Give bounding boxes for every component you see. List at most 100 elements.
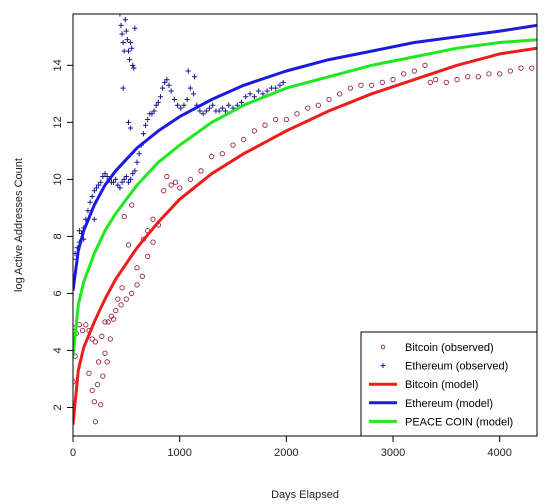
- bitcoin-observed-point-47: [401, 71, 407, 77]
- ethereum-observed-point-76: [277, 82, 283, 88]
- bitcoin-observed-point-42: [347, 85, 353, 91]
- bitcoin-observed-point-13: [113, 307, 119, 314]
- ethereum-observed-point-51: [184, 96, 190, 103]
- bitcoin-observed-point-14: [118, 302, 124, 308]
- bitcoin-observed-point-44: [369, 82, 375, 88]
- series-line-2: [73, 46, 537, 425]
- ethereum-observed-point-46: [168, 88, 174, 94]
- bitcoin-observed-point-39: [315, 102, 321, 108]
- bitcoin-observed-point-79: [134, 265, 140, 271]
- ethereum-observed-point-73: [264, 88, 270, 94]
- bitcoin-observed-point-4: [83, 322, 89, 328]
- bitcoin-observed-point-78: [129, 202, 135, 208]
- ethereum-observed-point-24: [121, 176, 127, 182]
- ethereum-observed-point-49: [178, 105, 184, 111]
- ethereum-observed-point-41: [157, 94, 164, 100]
- bitcoin-observed-point-38: [305, 105, 311, 111]
- ethereum-observed-point-10: [91, 188, 97, 194]
- legend-label-1: Ethereum (observed): [405, 361, 508, 373]
- bitcoin-observed-point-67: [94, 382, 101, 388]
- ethereum-observed-point-90: [128, 39, 134, 46]
- bitcoin-observed-point-59: [518, 65, 524, 71]
- ethereum-observed-point-9: [89, 193, 95, 200]
- ethereum-observed-point-82: [119, 31, 125, 37]
- bitcoin-observed-point-9: [99, 333, 105, 339]
- y-tick-label-0: 2: [52, 404, 64, 410]
- y-tick-label-4: 10: [52, 173, 64, 185]
- series-line-4: [73, 38, 537, 357]
- bitcoin-observed-point-58: [507, 68, 513, 74]
- ethereum-observed-point-34: [142, 122, 149, 128]
- ethereum-observed-point-30: [134, 159, 140, 165]
- bitcoin-observed-point-32: [241, 136, 247, 143]
- bitcoin-observed-point-24: [168, 182, 174, 188]
- bitcoin-observed-point-20: [150, 239, 156, 245]
- bitcoin-observed-point-40: [326, 96, 332, 103]
- ethereum-observed-point-16: [104, 173, 110, 180]
- x-tick-label-2: 2000: [274, 447, 298, 459]
- ethereum-observed-point-99: [76, 228, 82, 234]
- legend-label-0: Bitcoin (observed): [405, 342, 494, 354]
- legend-marker-0: [380, 344, 386, 350]
- bitcoin-observed-point-68: [98, 401, 104, 408]
- ethereum-observed-point-93: [131, 65, 137, 71]
- ethereum-observed-point-64: [226, 102, 232, 108]
- bitcoin-observed-point-82: [150, 216, 156, 222]
- series-4: [73, 38, 537, 357]
- ethereum-observed-point-0: [73, 256, 76, 262]
- ethereum-observed-point-23: [119, 179, 125, 185]
- ethereum-observed-point-89: [126, 57, 133, 63]
- ethereum-observed-point-56: [200, 111, 206, 117]
- bitcoin-observed-point-16: [129, 290, 135, 297]
- ethereum-observed-point-55: [197, 108, 203, 114]
- ethereum-observed-point-39: [153, 102, 159, 108]
- ethereum-observed-point-77: [280, 79, 286, 86]
- series-2: [73, 46, 537, 425]
- bitcoin-observed-point-64: [89, 387, 95, 394]
- ethereum-observed-point-42: [160, 85, 166, 91]
- bitcoin-observed-point-43: [358, 82, 364, 88]
- x-axis-title: Days Elapsed: [271, 489, 339, 501]
- ethereum-observed-point-22: [117, 185, 123, 191]
- bitcoin-observed-point-10: [102, 319, 108, 325]
- ethereum-observed-point-48: [174, 102, 181, 108]
- ethereum-observed-point-58: [206, 105, 213, 111]
- axes: 0 1000 2000 3000 4000 2 4 6 8 10 12 14: [52, 59, 512, 459]
- bitcoin-observed-point-22: [161, 188, 167, 194]
- bitcoin-observed-point-23: [164, 173, 170, 180]
- ethereum-observed-point-11: [93, 185, 100, 191]
- legend: Bitcoin (observed) Ethereum (observed) Bit…: [360, 331, 538, 437]
- ethereum-observed-point-95: [125, 119, 132, 125]
- bitcoin-observed-point-17: [134, 282, 140, 288]
- bitcoin-observed-point-34: [262, 122, 268, 128]
- bitcoin-observed-point-73: [110, 316, 117, 322]
- ethereum-observed-point-92: [130, 62, 136, 68]
- bitcoin-observed-point-26: [177, 185, 183, 191]
- ethereum-observed-point-67: [238, 99, 245, 105]
- ethereum-observed-point-75: [273, 85, 279, 91]
- bitcoin-observed-point-36: [283, 116, 289, 123]
- ethereum-observed-point-72: [260, 91, 266, 97]
- y-tick-label-6: 14: [52, 59, 64, 71]
- bitcoin-observed-point-45: [379, 79, 385, 86]
- ethereum-observed-point-44: [164, 76, 170, 83]
- bitcoin-observed-point-48: [411, 68, 417, 74]
- bitcoin-observed-point-31: [230, 142, 236, 148]
- ethereum-observed-point-38: [151, 108, 157, 114]
- plot-area: [73, 14, 537, 425]
- bitcoin-observed-point-28: [198, 168, 204, 174]
- ethereum-observed-point-86: [123, 28, 129, 34]
- ethereum-observed-point-79: [192, 74, 198, 80]
- bitcoin-observed-point-8: [95, 359, 102, 365]
- bitcoin-observed-point-30: [219, 151, 225, 157]
- bitcoin-observed-point-50: [427, 79, 433, 86]
- legend-label-2: Bitcoin (model): [405, 379, 478, 391]
- bitcoin-observed-point-75: [119, 285, 125, 291]
- bitcoin-observed-point-52: [443, 79, 449, 86]
- bitcoin-observed-point-27: [187, 176, 193, 183]
- bitcoin-observed-point-63: [86, 370, 92, 376]
- ethereum-observed-point-50: [181, 102, 187, 108]
- ethereum-observed-point-25: [123, 173, 129, 180]
- bitcoin-observed-point-49: [422, 62, 428, 68]
- ethereum-observed-point-40: [155, 99, 161, 105]
